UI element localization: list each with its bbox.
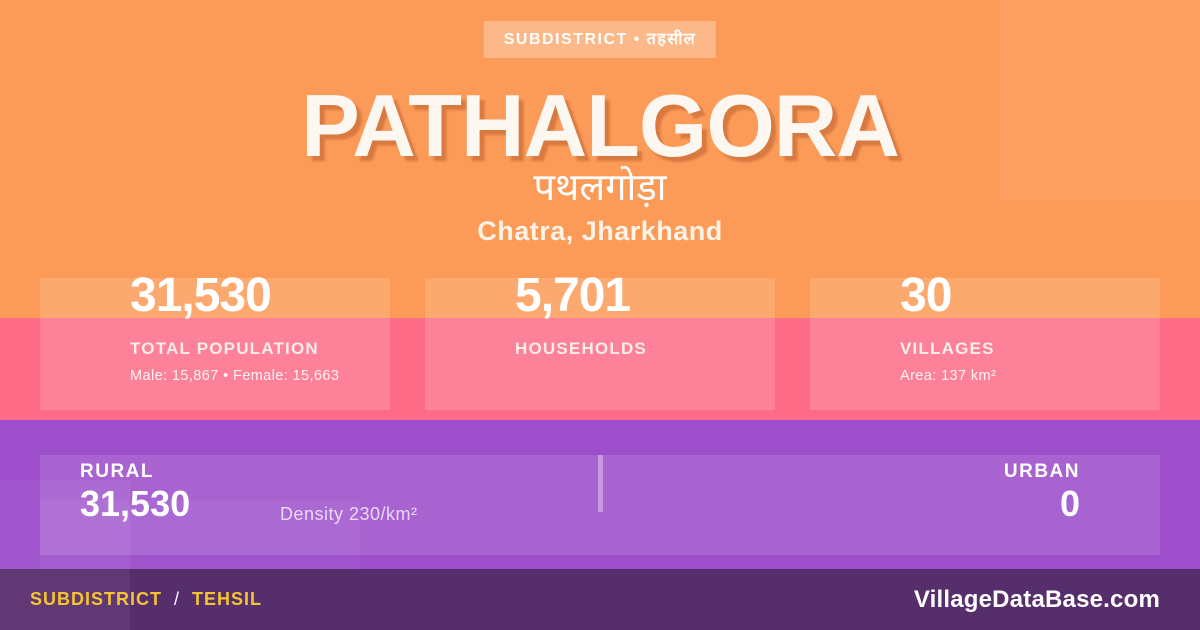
urban-label: URBAN — [1003, 461, 1080, 482]
density-text: Density 230/km² — [280, 504, 418, 524]
location-subtitle: Chatra, Jharkhand — [477, 216, 723, 246]
stat-detail: Male: 15,867 • Female: 15,663 — [130, 368, 340, 384]
stat-value: 30 — [900, 269, 952, 322]
decorative-square — [0, 480, 130, 630]
rural-label: RURAL — [80, 461, 154, 482]
type-badge: SUBDISTRICT • तहसील — [483, 21, 717, 58]
stat-value: 5,701 — [515, 269, 631, 322]
stat-label: HOUSEHOLDS — [515, 339, 647, 358]
purple-band — [0, 420, 1200, 569]
page-title: PATHALGORA — [301, 76, 900, 175]
footer-type-secondary: TEHSIL — [192, 589, 263, 609]
stat-card-villages: 30 VILLAGES Area: 137 km² — [810, 272, 1160, 410]
rural-urban-panel — [40, 455, 1160, 555]
stat-label: TOTAL POPULATION — [130, 339, 319, 358]
footer-type-primary: SUBDISTRICT — [30, 589, 162, 609]
stat-label: VILLAGES — [900, 339, 995, 358]
decorative-square — [1000, 0, 1200, 200]
stat-card-total-population: 31,530 TOTAL POPULATION Male: 15,867 • F… — [40, 272, 390, 410]
site-link[interactable]: VillageDataBase.com — [913, 585, 1160, 613]
footer-band — [0, 569, 1200, 630]
urban-value: 0 — [1059, 483, 1080, 524]
stat-detail: Area: 137 km² — [900, 368, 997, 384]
rural-value: 31,530 — [80, 483, 191, 524]
page-title-local: पथलगोड़ा — [533, 167, 667, 209]
footer-type-label: SUBDISTRICT / TEHSIL — [30, 589, 262, 610]
pink-band — [0, 318, 1200, 420]
footer: SUBDISTRICT / TEHSIL VillageDataBase.com — [0, 569, 1200, 630]
footer-type-separator: / — [174, 589, 181, 609]
stat-card-households: 5,701 HOUSEHOLDS — [425, 272, 775, 410]
rural-urban-divider — [598, 455, 603, 512]
decorative-square — [40, 500, 360, 569]
stat-value: 31,530 — [130, 269, 272, 322]
